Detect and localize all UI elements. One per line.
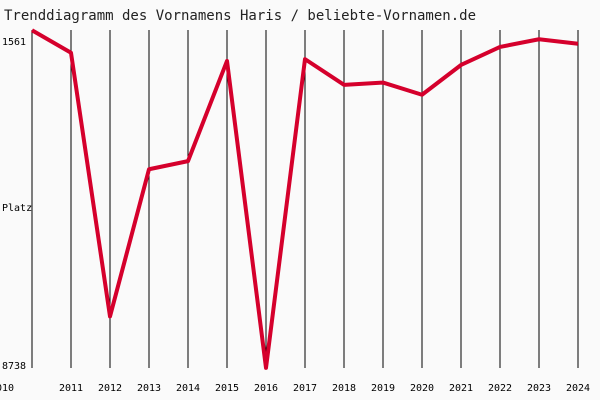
x-tick-label: 2020 (410, 383, 434, 394)
x-tick-label: 2015 (215, 383, 239, 394)
x-tick-label: 2019 (371, 383, 395, 394)
y-tick-label: 8738 (2, 361, 26, 372)
line (30, 28, 579, 370)
x-tick-label: 2024 (566, 383, 590, 394)
x-tick-label: 2022 (488, 383, 512, 394)
x-tick-label: 2023 (527, 383, 551, 394)
x-tick-label: 2011 (59, 383, 83, 394)
x-tick-label: 2010 (0, 383, 14, 394)
x-tick-label: 2016 (254, 383, 278, 394)
x-tick-label: 2018 (332, 383, 356, 394)
x-tick-label: 2012 (98, 383, 122, 394)
y-axis-label: Platz (2, 203, 32, 214)
x-tick-label: 2014 (176, 383, 200, 394)
y-tick-label: 1561 (2, 37, 26, 48)
x-tick-label: 2017 (293, 383, 317, 394)
x-tick-label: 2013 (137, 383, 161, 394)
x-tick-label: 2021 (449, 383, 473, 394)
chart-title: Trenddiagramm des Vornamens Haris / beli… (4, 8, 476, 24)
